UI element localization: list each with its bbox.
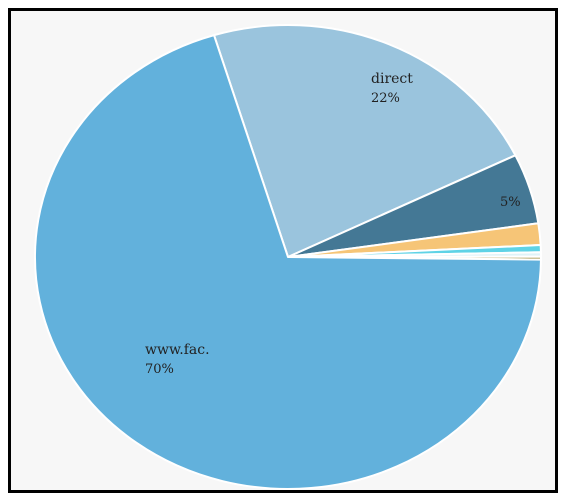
- pie-labels: direct 22% 5% www.fac. 70%: [145, 71, 521, 377]
- slice-percent: 22%: [371, 91, 400, 106]
- slice-name: direct: [371, 71, 413, 87]
- pie-slices: [34, 24, 542, 490]
- chart-frame: direct 22% 5% www.fac. 70%: [8, 8, 558, 493]
- slice-label: www.fac. 70%: [145, 342, 210, 377]
- pie-chart: direct 22% 5% www.fac. 70%: [34, 24, 542, 490]
- pie-slice-www-fac: [34, 34, 542, 490]
- pie-slice-direct: [213, 24, 517, 258]
- slice-label: 5%: [500, 195, 521, 210]
- slice-name: www.fac.: [145, 342, 210, 358]
- slice-label: direct 22%: [371, 71, 413, 106]
- slice-percent: 5%: [500, 195, 521, 210]
- slice-percent: 70%: [145, 362, 174, 377]
